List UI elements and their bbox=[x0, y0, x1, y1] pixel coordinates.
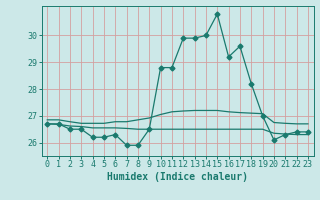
X-axis label: Humidex (Indice chaleur): Humidex (Indice chaleur) bbox=[107, 172, 248, 182]
